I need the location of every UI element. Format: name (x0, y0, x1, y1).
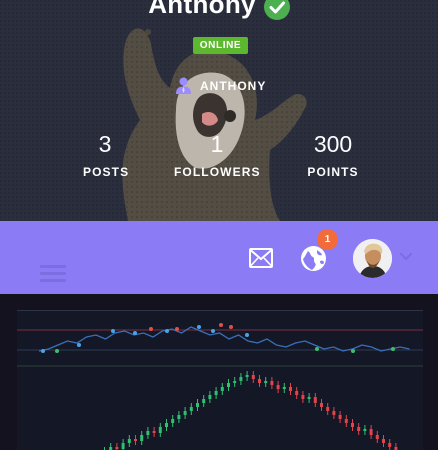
candle-body (251, 375, 255, 379)
oscillator-point (111, 329, 115, 333)
post-image[interactable] (17, 310, 423, 450)
candle-body (177, 415, 181, 419)
candle-body (233, 381, 237, 383)
oscillator-point (41, 349, 45, 353)
candle-body (276, 385, 280, 389)
verified-check-icon (263, 0, 290, 20)
candle-body (313, 397, 317, 403)
candle-body (301, 395, 305, 399)
candle-body (134, 439, 137, 441)
candle-body (307, 397, 311, 399)
candle-body (196, 403, 199, 407)
oscillator-point (197, 325, 201, 329)
candle-body (394, 447, 398, 450)
candle-body (369, 429, 373, 435)
candle-body (165, 423, 168, 427)
stat-label: POINTS (307, 165, 359, 179)
stat-posts[interactable]: 3 POSTS (83, 130, 130, 179)
oscillator-point (175, 327, 179, 331)
candle-body (121, 443, 125, 449)
candle-body (344, 419, 348, 423)
candle-body (171, 419, 175, 423)
candle-body (282, 387, 286, 389)
globe-icon[interactable] (300, 245, 327, 272)
candle-body (357, 427, 361, 431)
chevron-down-icon[interactable] (400, 253, 412, 261)
status-badge: ONLINE (193, 37, 248, 54)
candlestick-chart-image (17, 311, 423, 450)
username: ANTHONY (200, 78, 267, 93)
avatar[interactable] (353, 239, 392, 278)
candle-body (338, 415, 342, 419)
oscillator-point (391, 347, 395, 351)
candle-body (332, 411, 336, 415)
stat-label: POSTS (83, 165, 130, 179)
profile-name-row: Anthony (0, 0, 438, 20)
stat-value: 3 (98, 131, 112, 157)
notification-count-badge: 1 (317, 229, 338, 250)
candle-body (214, 391, 218, 395)
stat-label: FOLLOWERS (174, 165, 261, 179)
oscillator-point (133, 331, 137, 335)
mail-icon[interactable] (249, 248, 273, 268)
candle-body (295, 391, 299, 395)
candle-body (189, 407, 193, 411)
candle-body (264, 381, 268, 383)
candle-body (382, 439, 385, 443)
avatar-image (353, 239, 392, 278)
stat-value: 1 (210, 131, 224, 157)
profile-header: Anthony ONLINE ANTHONY 3 POSTS 1 FOLLOWE… (0, 0, 438, 221)
candle-body (289, 387, 292, 391)
oscillator-point (229, 325, 233, 329)
candle-body (183, 411, 187, 415)
candle-body (140, 435, 144, 441)
candle-body (320, 403, 323, 407)
candle-body (115, 447, 119, 449)
candle-body (227, 383, 230, 387)
candle-body (388, 443, 392, 447)
candle-body (127, 439, 131, 443)
oscillator-point (351, 349, 355, 353)
stat-followers[interactable]: 1 FOLLOWERS (174, 130, 260, 179)
hamburger-menu-icon[interactable] (40, 265, 66, 283)
profile-name: Anthony (148, 0, 256, 19)
oscillator-point (315, 347, 319, 351)
post-content (0, 294, 438, 450)
candle-body (152, 431, 156, 433)
user-icon (176, 77, 191, 94)
oscillator-point (211, 329, 215, 333)
profile-cover-image (0, 0, 438, 221)
oscillator-point (55, 349, 59, 353)
candle-body (270, 381, 274, 385)
stat-value: 300 (313, 131, 353, 157)
oscillator-line (38, 326, 410, 352)
candle-body (202, 399, 206, 403)
candle-body (245, 375, 249, 377)
candle-body (208, 395, 212, 399)
oscillator-point (219, 323, 223, 327)
candle-body (109, 447, 113, 450)
candle-body (258, 379, 261, 383)
oscillator-point (245, 333, 249, 337)
oscillator-point (165, 329, 169, 333)
candle-body (220, 387, 224, 391)
chart-background (17, 311, 423, 450)
candle-body (375, 435, 379, 439)
candle-body (146, 431, 150, 435)
oscillator-point (77, 343, 81, 347)
username-row: ANTHONY (176, 77, 266, 94)
candle-body (351, 423, 354, 427)
candle-body (326, 407, 330, 411)
candle-body (239, 377, 243, 381)
oscillator-point (149, 327, 153, 331)
candle-body (158, 427, 162, 433)
stat-points[interactable]: 300 POINTS (305, 130, 361, 179)
candle-body (363, 429, 367, 431)
